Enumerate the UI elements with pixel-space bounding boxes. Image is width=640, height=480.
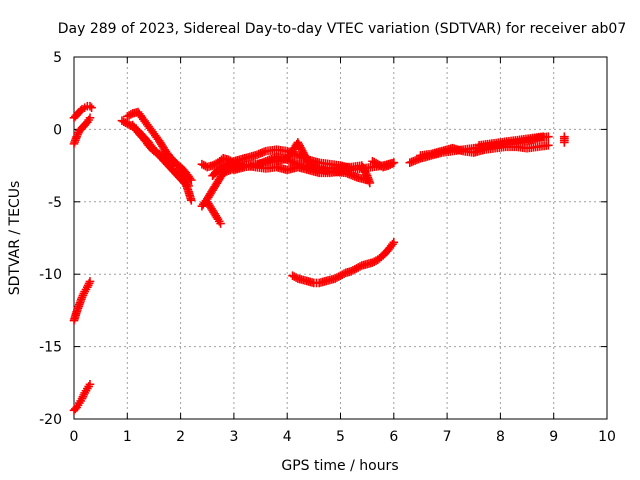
series-group — [69, 101, 96, 415]
y-tick-label: -15 — [39, 340, 62, 356]
series-group — [288, 238, 399, 288]
data-point — [87, 103, 96, 112]
x-tick-label: 2 — [176, 429, 185, 445]
x-tick-label: 4 — [283, 429, 292, 445]
y-tick-label: -20 — [39, 412, 62, 428]
y-tick-label: -10 — [39, 267, 62, 283]
data-point — [184, 181, 193, 191]
x-tick-label: 10 — [598, 429, 616, 445]
series-group — [405, 132, 569, 168]
x-tick-label: 7 — [443, 429, 452, 445]
x-tick-label: 3 — [229, 429, 238, 445]
x-axis-label: GPS time / hours — [281, 458, 398, 474]
x-tick-label: 5 — [336, 429, 345, 445]
tick-labels: 0 1 2 3 4 5 6 7 8 9 10 -20 -15 -10 -5 0 5 — [39, 50, 616, 445]
x-tick-label: 1 — [123, 429, 132, 445]
y-tick-label: 0 — [53, 122, 62, 138]
chart-title: Day 289 of 2023, Sidereal Day-to-day VTE… — [58, 21, 627, 37]
data-point — [389, 238, 399, 247]
data-point — [560, 138, 569, 147]
y-tick-label: -5 — [48, 195, 62, 211]
y-tick-label: 5 — [53, 50, 62, 66]
data-point — [85, 379, 95, 389]
x-tick-label: 8 — [496, 429, 505, 445]
data-point — [389, 158, 399, 168]
plot-frame — [73, 56, 608, 420]
data-point — [538, 132, 548, 141]
x-tick-label: 0 — [70, 429, 79, 445]
y-axis-label: SDTVAR / TECUs — [7, 181, 23, 296]
data-point — [186, 175, 196, 185]
series-group — [197, 138, 399, 228]
x-tick-label: 6 — [389, 429, 398, 445]
data-point — [85, 113, 95, 123]
data-point — [85, 277, 95, 286]
data-point — [544, 141, 553, 150]
data-marks — [69, 101, 569, 415]
x-tick-label: 9 — [549, 429, 558, 445]
grid — [74, 57, 607, 419]
data-point — [362, 175, 372, 185]
data-point — [216, 219, 225, 228]
data-point — [186, 196, 196, 205]
series-group — [117, 107, 196, 205]
